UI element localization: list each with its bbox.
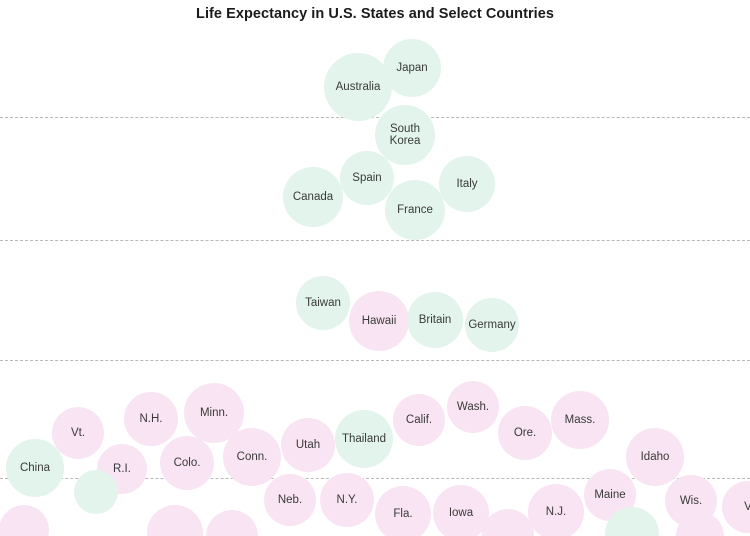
bubble-label: N.J. (545, 505, 567, 518)
bubble-label: Neb. (277, 493, 303, 506)
bubble[interactable]: Britain (407, 292, 463, 348)
bubble-label: R.I. (113, 462, 131, 475)
bubble[interactable]: N.H. (124, 392, 178, 446)
bubble-label: Minn. (199, 406, 229, 419)
bubble[interactable] (147, 505, 203, 536)
bubble-label: France (397, 203, 433, 216)
bubble[interactable]: Australia (324, 53, 392, 121)
bubble[interactable]: Idaho (626, 428, 684, 486)
bubble-label: Conn. (236, 450, 268, 463)
bubble-label: Japan (396, 61, 428, 74)
bubble-label: Maine (594, 488, 626, 501)
bubble-label: Hawaii (361, 314, 397, 327)
bubble-label: Britain (418, 313, 452, 326)
bubble[interactable]: N.J. (528, 484, 584, 536)
bubble[interactable]: Conn. (223, 428, 281, 486)
bubble[interactable]: Colo. (160, 436, 214, 490)
bubble-label: V (744, 500, 750, 513)
bubble[interactable]: Japan (383, 39, 441, 97)
bubble[interactable]: Neb. (264, 474, 316, 526)
bubble-label: Canada (292, 190, 334, 203)
bubble[interactable]: Vt. (52, 407, 104, 459)
bubble-label: Idaho (640, 450, 670, 463)
bubble-label: Thailand (341, 432, 387, 445)
bubble[interactable]: Wash. (447, 381, 499, 433)
bubble-label: China (19, 461, 51, 474)
bubble[interactable]: South Korea (375, 105, 435, 165)
bubble-label: N.Y. (336, 493, 358, 506)
bubble[interactable]: Iowa (433, 485, 489, 536)
bubble-label: N.H. (139, 412, 163, 425)
bubble-label: Spain (352, 171, 382, 184)
bubble[interactable]: V (722, 481, 750, 533)
bubble[interactable]: Mass. (551, 391, 609, 449)
bubble-label: Germany (468, 318, 516, 331)
bubble-label: Italy (456, 177, 478, 190)
bubble[interactable] (206, 510, 258, 536)
bubble-label: Colo. (173, 456, 201, 469)
bubble[interactable] (482, 509, 534, 536)
bubble-label: Ore. (513, 426, 537, 439)
bubble[interactable]: N.Y. (320, 473, 374, 527)
bubble[interactable] (74, 470, 118, 514)
bubble[interactable]: France (385, 180, 445, 240)
bubble-label: Wash. (456, 400, 490, 413)
bubble-label: Fla. (393, 507, 413, 520)
bubble-label: Vt. (70, 426, 86, 439)
bubble-label: Wis. (679, 494, 703, 507)
bubble[interactable]: Spain (340, 151, 394, 205)
bubble[interactable]: Canada (283, 167, 343, 227)
bubble[interactable]: Calif. (393, 394, 445, 446)
bubble[interactable]: China (6, 439, 64, 497)
bubble[interactable]: Italy (439, 156, 495, 212)
bubble[interactable]: Germany (465, 298, 519, 352)
bubble[interactable] (0, 505, 49, 536)
bubble-label: Calif. (405, 413, 433, 426)
bubble[interactable]: Thailand (335, 410, 393, 468)
bubble[interactable]: Ore. (498, 406, 552, 460)
bubble[interactable]: Fla. (375, 486, 431, 536)
bubble-label: Mass. (564, 413, 596, 426)
bubble-label: Iowa (448, 506, 474, 519)
bubble[interactable]: Taiwan (296, 276, 350, 330)
bubble-label: Australia (335, 80, 381, 93)
bubble[interactable]: Hawaii (349, 291, 409, 351)
bubble-label: South Korea (389, 122, 421, 147)
bubble[interactable]: Utah (281, 418, 335, 472)
page-title: Life Expectancy in U.S. States and Selec… (196, 6, 554, 22)
bubble-label: Taiwan (305, 296, 341, 309)
bubble-label: Utah (295, 438, 321, 451)
